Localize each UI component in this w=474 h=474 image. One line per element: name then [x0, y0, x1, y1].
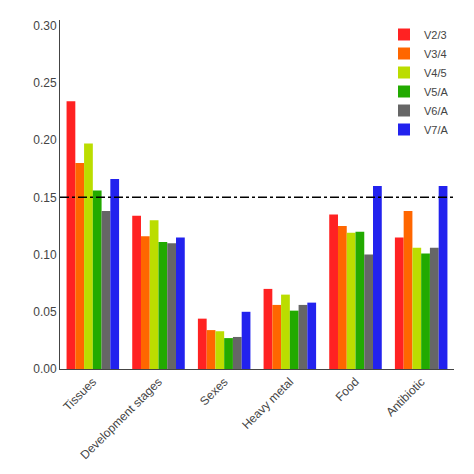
svg-text:0.10: 0.10: [33, 248, 57, 262]
svg-text:Antibiotic: Antibiotic: [383, 375, 427, 419]
svg-text:Heavy metal: Heavy metal: [239, 375, 296, 432]
svg-text:V3/4: V3/4: [424, 48, 447, 60]
svg-text:V2/3: V2/3: [424, 29, 447, 41]
svg-text:0.15: 0.15: [33, 191, 57, 205]
svg-text:Food: Food: [333, 375, 362, 404]
svg-text:0.20: 0.20: [33, 133, 57, 147]
svg-text:0.25: 0.25: [33, 76, 57, 90]
svg-text:V4/5: V4/5: [424, 67, 447, 79]
svg-text:V7/A: V7/A: [424, 124, 449, 136]
svg-text:Development stages: Development stages: [78, 375, 165, 462]
svg-text:0.30: 0.30: [33, 19, 57, 33]
svg-text:V5/A: V5/A: [424, 86, 449, 98]
svg-text:Sexes: Sexes: [197, 375, 230, 408]
svg-text:0.00: 0.00: [33, 362, 57, 376]
svg-text:Tissues: Tissues: [60, 375, 99, 414]
svg-text:0.05: 0.05: [33, 305, 57, 319]
svg-text:V6/A: V6/A: [424, 105, 449, 117]
